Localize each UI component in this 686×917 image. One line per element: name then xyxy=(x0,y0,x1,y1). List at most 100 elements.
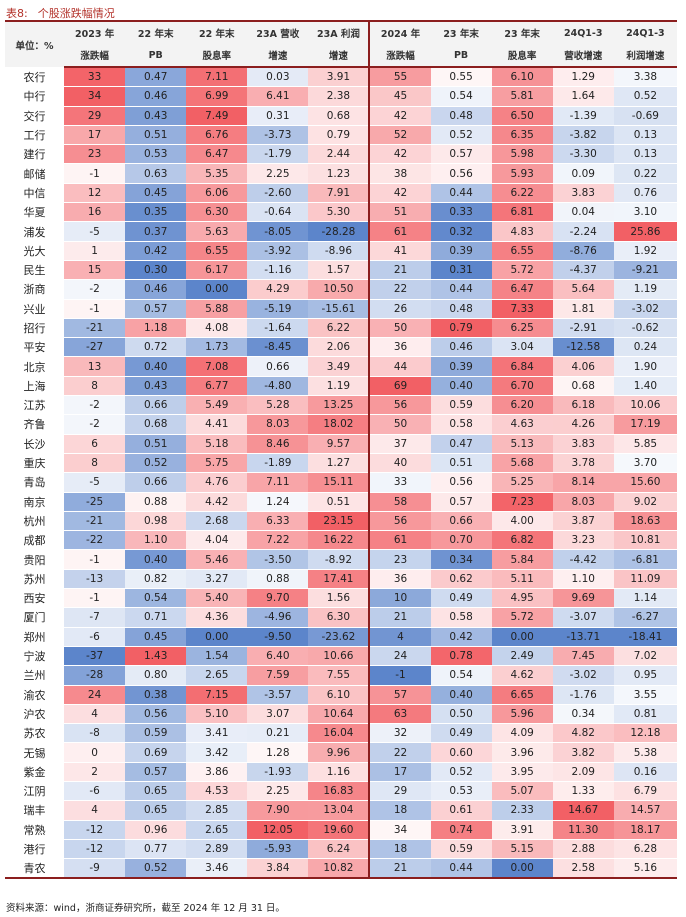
table-cell: 1 xyxy=(64,241,126,261)
table-cell: 0.13 xyxy=(613,144,677,165)
bank-name: 交行 xyxy=(5,106,65,126)
table-cell: -0.62 xyxy=(613,318,677,339)
table-cell: 7.45 xyxy=(552,646,614,667)
bank-name: 华夏 xyxy=(5,202,65,223)
table-cell: 25.86 xyxy=(613,221,677,242)
table-cell: 0.68 xyxy=(125,414,187,435)
table-cell: 5.64 xyxy=(552,279,614,300)
bank-name: 江苏 xyxy=(5,395,65,416)
table-cell: 16.22 xyxy=(308,530,371,551)
table-cell: 0.46 xyxy=(125,279,187,300)
table-cell: -4.80 xyxy=(247,376,309,397)
table-cell: -1.93 xyxy=(247,762,309,782)
table-cell: 0.34 xyxy=(430,549,492,570)
table-cell: 0.66 xyxy=(125,472,187,493)
col-subheader: 涨跌幅 xyxy=(64,44,126,68)
table-cell: 4.95 xyxy=(491,588,553,609)
table-cell: 40 xyxy=(369,453,431,474)
table-cell: 0.51 xyxy=(430,453,492,474)
table-cell: 5.98 xyxy=(491,144,553,165)
table-cell: 0.42 xyxy=(430,627,492,647)
table-cell: 4 xyxy=(64,704,126,725)
table-cell: 5.46 xyxy=(186,549,248,570)
table-cell: 7.33 xyxy=(491,299,553,319)
table-cell: 42 xyxy=(369,144,431,165)
bank-name: 青农 xyxy=(5,858,65,879)
bank-name: 建行 xyxy=(5,144,65,165)
table-cell: 1.23 xyxy=(308,163,371,184)
table-cell: 17 xyxy=(64,125,126,146)
table-cell: 6.47 xyxy=(491,279,553,300)
table-cell: 7.55 xyxy=(308,665,371,686)
table-cell: 1.16 xyxy=(308,762,371,782)
bank-name: 紫金 xyxy=(5,762,65,782)
table-row: 中信 12 0.45 6.06 -2.60 7.91 42 0.44 6.22 3.83 0.76 xyxy=(5,183,677,204)
table-cell: 0.56 xyxy=(430,472,492,493)
table-cell: 0.88 xyxy=(125,492,187,512)
table-cell: 8.03 xyxy=(552,492,614,512)
col-header: 24Q1-3 xyxy=(613,20,677,44)
table-cell: 10.50 xyxy=(308,279,371,300)
table-cell: 3.07 xyxy=(247,704,309,725)
table-cell: 4.04 xyxy=(186,530,248,551)
table-cell: 10.82 xyxy=(308,858,371,879)
table-cell: 0.61 xyxy=(430,800,492,821)
table-cell: 6.70 xyxy=(491,376,553,397)
table-cell: 1.73 xyxy=(186,337,248,358)
bank-name: 常熟 xyxy=(5,820,65,840)
table-cell: 42 xyxy=(369,106,431,126)
table-cell: 0.79 xyxy=(430,318,492,339)
table-cell: 0.50 xyxy=(430,704,492,725)
table-cell: -2 xyxy=(64,279,126,300)
table-row: 沪农 4 0.56 5.10 3.07 10.64 63 0.50 5.96 0.34 0.81 xyxy=(5,704,677,725)
table-cell: 4.62 xyxy=(491,665,553,686)
table-cell: 0.00 xyxy=(186,627,248,647)
table-cell: 6.55 xyxy=(186,241,248,261)
table-cell: 0.39 xyxy=(430,356,492,377)
table-cell: 0.53 xyxy=(430,781,492,802)
table-cell: -6 xyxy=(64,627,126,647)
table-cell: 61 xyxy=(369,221,431,242)
table-cell: 0.44 xyxy=(430,279,492,300)
table-cell: 2.58 xyxy=(552,858,614,879)
table-cell: 7.59 xyxy=(247,665,309,686)
table-cell: 7.91 xyxy=(308,183,371,204)
table-row: 常熟 -12 0.96 2.65 12.05 19.60 34 0.74 3.91 11.30 18… xyxy=(5,820,677,840)
table-cell: 1.81 xyxy=(552,299,614,319)
table-cell: 0.51 xyxy=(125,125,187,146)
table-row: 招行 -21 1.18 4.08 -1.64 6.22 50 0.79 6.25 -2.91 -0.… xyxy=(5,318,677,339)
table-row: 江苏 -2 0.66 5.49 5.28 13.25 56 0.59 6.20 6.18 10.06 xyxy=(5,395,677,416)
table-cell: 2.85 xyxy=(186,800,248,821)
table-row: 成都 -22 1.10 4.04 7.22 16.22 61 0.70 6.82 3.23 10.8… xyxy=(5,530,677,551)
table-cell: -3.92 xyxy=(247,241,309,261)
table-cell: 4.00 xyxy=(491,511,553,532)
table-cell: 2.09 xyxy=(552,762,614,782)
table-cell: -12 xyxy=(64,820,126,840)
table-cell: 6.22 xyxy=(308,318,371,339)
unit-label: 单位：% xyxy=(5,20,65,67)
table-cell: 0.57 xyxy=(430,144,492,165)
table-cell: 3.70 xyxy=(613,453,677,474)
table-cell: -21 xyxy=(64,511,126,532)
table-cell: 1.43 xyxy=(125,646,187,667)
table-cell: 2.33 xyxy=(491,800,553,821)
table-cell: -3.30 xyxy=(552,144,614,165)
table-cell: 10.66 xyxy=(308,646,371,667)
table-cell: 0.56 xyxy=(430,163,492,184)
table-cell: 0.52 xyxy=(125,453,187,474)
table-cell: 15.11 xyxy=(308,472,371,493)
table-cell: 3.46 xyxy=(186,858,248,879)
table-cell: 14.67 xyxy=(552,800,614,821)
table-cell: 18.17 xyxy=(613,820,677,840)
table-row: 兰州 -28 0.80 2.65 7.59 7.55 -1 0.54 4.62 -3.02 0.95 xyxy=(5,665,677,686)
table-cell: 3.86 xyxy=(186,762,248,782)
col-subheader: 营收增速 xyxy=(552,44,614,68)
table-cell: 34 xyxy=(64,86,126,107)
table-cell: 17.41 xyxy=(308,569,371,590)
table-cell: 10 xyxy=(369,588,431,609)
table-row: 光大 1 0.42 6.55 -3.92 -8.96 41 0.39 6.55 -8.76 1.92 xyxy=(5,241,677,261)
table-cell: 50 xyxy=(369,318,431,339)
table-cell: 0.00 xyxy=(491,627,553,647)
col-subheader: 涨跌幅 xyxy=(369,44,431,68)
table-cell: 4.63 xyxy=(491,414,553,435)
